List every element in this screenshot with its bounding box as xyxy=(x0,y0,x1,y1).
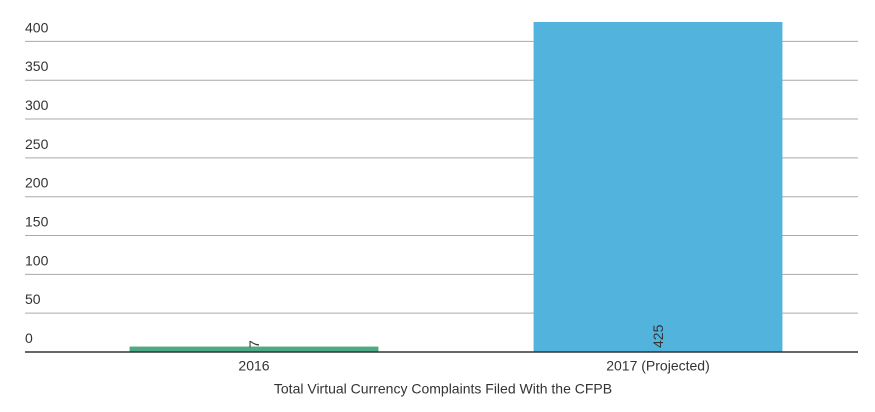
y-tick-label: 350 xyxy=(25,58,49,74)
x-tick-label: 2017 (Projected) xyxy=(606,358,710,374)
bar xyxy=(129,346,379,352)
y-tick-label: 400 xyxy=(25,19,49,35)
y-tick-label: 250 xyxy=(25,136,49,152)
y-tick-label: 0 xyxy=(25,330,33,346)
data-label: 425 xyxy=(650,324,666,348)
y-tick-label: 200 xyxy=(25,175,49,191)
y-tick-label: 100 xyxy=(25,252,49,268)
x-tick-label: 2016 xyxy=(238,358,269,374)
bar xyxy=(533,22,783,352)
y-tick-label: 150 xyxy=(25,214,49,230)
x-axis-title: Total Virtual Currency Complaints Filed … xyxy=(274,381,612,397)
data-label: 7 xyxy=(246,340,262,348)
y-tick-label: 300 xyxy=(25,97,49,113)
y-tick-label: 50 xyxy=(25,291,41,307)
